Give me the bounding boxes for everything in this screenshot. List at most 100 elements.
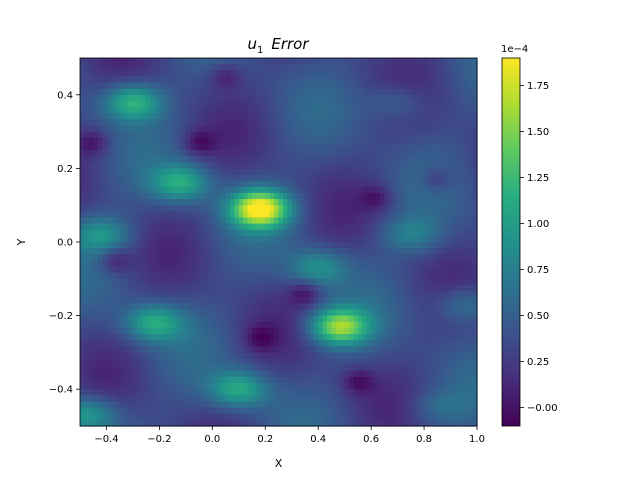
heatmap-cell	[106, 352, 112, 360]
heatmap-cell	[84, 119, 90, 127]
heatmap-cell	[207, 162, 213, 169]
heatmap-cell	[212, 143, 218, 151]
heatmap-cell	[450, 211, 456, 219]
heatmap-cell	[106, 340, 112, 347]
heatmap-cell	[185, 76, 191, 84]
heatmap-cell	[146, 254, 152, 261]
heatmap-cell	[238, 346, 244, 353]
heatmap-cell	[379, 291, 385, 298]
heatmap-cell	[437, 186, 443, 194]
heatmap-cell	[446, 143, 452, 151]
heatmap-cell	[410, 143, 416, 151]
heatmap-cell	[141, 242, 147, 249]
heatmap-cell	[446, 376, 452, 384]
heatmap-cell	[441, 291, 447, 298]
heatmap-cell	[88, 217, 94, 225]
heatmap-cell	[362, 297, 368, 304]
heatmap-cell	[190, 143, 196, 151]
heatmap-cell	[221, 395, 227, 403]
heatmap-cell	[163, 278, 169, 286]
heatmap-cell	[80, 297, 86, 304]
heatmap-cell	[128, 94, 134, 102]
heatmap-cell	[402, 370, 408, 378]
heatmap-cell	[437, 383, 443, 390]
heatmap-cell	[203, 199, 209, 206]
heatmap-cell	[115, 327, 121, 335]
heatmap-cell	[296, 143, 302, 151]
heatmap-cell	[300, 266, 306, 274]
heatmap-cell	[362, 76, 368, 84]
heatmap-cell	[159, 94, 165, 102]
heatmap-cell	[406, 352, 412, 360]
heatmap-cell	[146, 174, 152, 182]
heatmap-cell	[472, 389, 478, 396]
heatmap-cell	[344, 383, 350, 390]
heatmap-cell	[185, 303, 191, 311]
heatmap-cell	[128, 389, 134, 396]
heatmap-cell	[309, 315, 315, 323]
heatmap-cell	[441, 364, 447, 372]
heatmap-cell	[428, 376, 434, 384]
heatmap-cell	[247, 174, 253, 182]
heatmap-cell	[110, 383, 116, 390]
heatmap-cell	[318, 76, 324, 84]
heatmap-cell	[384, 358, 390, 366]
heatmap-cell	[384, 327, 390, 335]
heatmap-cell	[318, 266, 324, 274]
heatmap-cell	[247, 334, 253, 341]
heatmap-cell	[243, 297, 249, 304]
heatmap-cell	[282, 131, 288, 139]
heatmap-cell	[454, 327, 460, 335]
heatmap-cell	[415, 315, 421, 323]
heatmap-cell	[327, 131, 333, 139]
heatmap-cell	[357, 334, 363, 341]
heatmap-cell	[304, 340, 310, 347]
heatmap-cell	[212, 297, 218, 304]
heatmap-cell	[384, 88, 390, 96]
heatmap-cell	[185, 358, 191, 366]
heatmap-cell	[225, 229, 231, 237]
heatmap-cell	[190, 370, 196, 378]
heatmap-cell	[357, 119, 363, 127]
heatmap-cell	[124, 291, 130, 298]
heatmap-cell	[159, 370, 165, 378]
heatmap-cell	[344, 58, 350, 65]
heatmap-cell	[225, 186, 231, 194]
heatmap-cell	[177, 82, 183, 90]
heatmap-cell	[278, 156, 284, 163]
heatmap-cell	[190, 284, 196, 292]
heatmap-cell	[199, 150, 205, 157]
heatmap-cell	[313, 64, 319, 71]
heatmap-cell	[309, 156, 315, 163]
heatmap-cell	[419, 150, 425, 157]
heatmap-cell	[247, 131, 253, 139]
heatmap-cell	[141, 174, 147, 182]
heatmap-cell	[335, 100, 341, 108]
heatmap-cell	[406, 217, 412, 225]
heatmap-cell	[260, 205, 266, 212]
heatmap-cell	[93, 199, 99, 206]
heatmap-cell	[349, 315, 355, 323]
heatmap-cell	[154, 180, 160, 188]
heatmap-cell	[371, 217, 377, 225]
heatmap-cell	[102, 192, 108, 200]
heatmap-cell	[454, 315, 460, 323]
heatmap-cell	[203, 94, 209, 102]
heatmap-cell	[207, 334, 213, 341]
heatmap-cell	[304, 180, 310, 188]
heatmap-cell	[124, 150, 130, 157]
heatmap-cell	[177, 100, 183, 108]
heatmap-cell	[366, 94, 372, 102]
heatmap-cell	[163, 248, 169, 255]
heatmap-cell	[296, 327, 302, 335]
heatmap-cell	[282, 100, 288, 108]
heatmap-cell	[282, 235, 288, 243]
heatmap-cell	[172, 82, 178, 90]
heatmap-cell	[397, 315, 403, 323]
heatmap-cell	[265, 199, 271, 206]
heatmap-cell	[410, 383, 416, 390]
heatmap-cell	[150, 364, 156, 372]
heatmap-cell	[110, 223, 116, 231]
heatmap-cell	[207, 137, 213, 145]
heatmap-cell	[269, 242, 275, 249]
